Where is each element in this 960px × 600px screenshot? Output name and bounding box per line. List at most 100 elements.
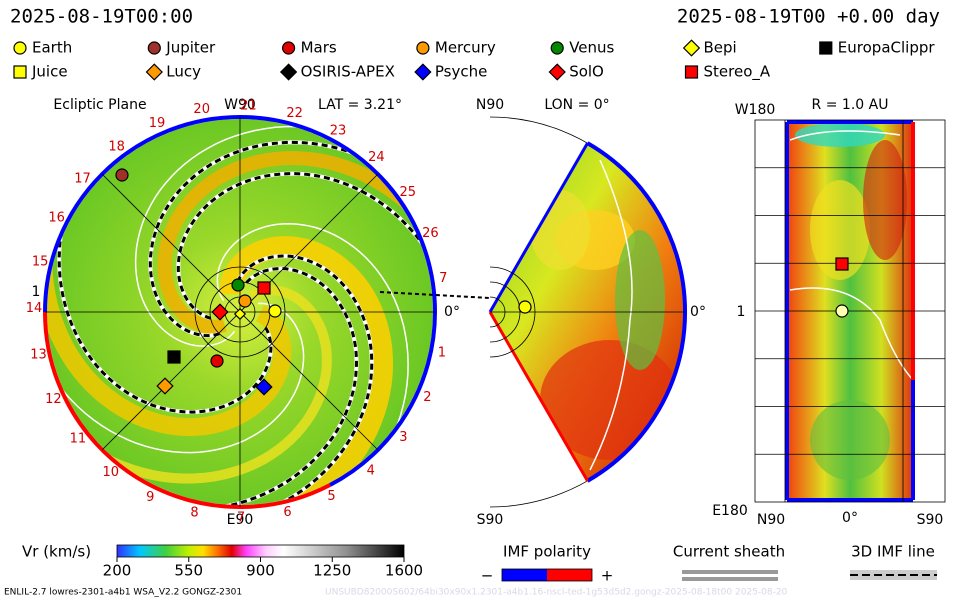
colorbar-tick-label: 900 [246, 562, 275, 580]
carrington-label: 21 [240, 99, 257, 114]
sector-boundary [173, 222, 409, 505]
body-marker [211, 303, 229, 321]
carrington-label: 4 [367, 464, 375, 479]
radial-panel: W180 R = 1.0 AU 1 E180 N90 0° S90 [712, 97, 946, 528]
carrington-label: 1 [438, 345, 446, 360]
imf-line [105, 254, 374, 505]
body-marker [238, 294, 252, 308]
longitude: LON = 0° [544, 97, 609, 113]
axis-label: S90 [917, 512, 944, 528]
body-marker [282, 41, 296, 55]
axis-label: W180 [735, 102, 776, 118]
body-marker [518, 300, 532, 314]
polarity-arc [239, 115, 438, 487]
imf-line [52, 267, 359, 505]
panel-title: Ecliptic Plane [53, 97, 146, 113]
legend-label: Venus [569, 39, 614, 57]
axis-label: N90 [476, 97, 504, 113]
sector-boundary [47, 127, 305, 454]
radius: R = 1.0 AU [812, 97, 889, 113]
legend-label: Bepi [704, 39, 737, 57]
colorbar-label: Vr (km/s) [22, 543, 91, 561]
colorbar-tick-label: 200 [103, 562, 132, 580]
colorbar-tick-label: 550 [174, 562, 203, 580]
body-marker [13, 65, 27, 79]
body-marker [231, 278, 245, 292]
legend-label: Mars [301, 39, 337, 57]
timestamp-offset: 2025-08-19T00 +0.00 day [677, 6, 940, 28]
body-marker [145, 63, 163, 81]
axis-label: 1 [737, 304, 746, 320]
imf-title: IMF polarity [503, 543, 591, 561]
body-marker [819, 41, 833, 55]
legend-label: Mercury [435, 39, 496, 57]
carrington-label: 22 [286, 106, 303, 121]
body-marker [279, 63, 298, 81]
legend-label: Psyche [435, 63, 487, 81]
stream-band [47, 238, 332, 484]
carrington-label: 15 [32, 254, 49, 269]
legend-label: EuropaClippr [838, 39, 936, 57]
timestamp: 2025-08-19T00:00 [10, 6, 193, 28]
axis-label: E180 [712, 503, 748, 519]
carrington-label: 24 [368, 150, 385, 165]
body-marker [548, 63, 566, 81]
latitude: LAT = 3.21° [318, 97, 402, 113]
carrington-label: 8 [190, 505, 198, 520]
imf-plus: + [601, 567, 614, 585]
imf-line [176, 172, 433, 420]
body-marker [156, 377, 174, 395]
axis-label: 0° [444, 304, 460, 320]
imf-bar [501, 568, 593, 582]
body-marker [684, 65, 699, 79]
imf-minus: − [481, 567, 494, 585]
carrington-label: 10 [103, 465, 120, 480]
legend-label: SolO [569, 63, 604, 81]
axis-label: N90 [757, 512, 785, 528]
axis-label: 0° [690, 304, 706, 320]
body-marker [233, 307, 247, 321]
carrington-label: 25 [399, 185, 416, 200]
body-marker [147, 41, 161, 55]
carrington-label: 7 [237, 510, 245, 525]
imf-line [148, 140, 433, 338]
legend-label: Earth [32, 39, 72, 57]
carrington-label: 19 [149, 116, 166, 131]
axis-label: E90 [227, 512, 254, 528]
body-marker [835, 257, 849, 271]
earth-connector [379, 291, 491, 299]
body-marker [210, 354, 224, 368]
polarity-arc [43, 311, 331, 509]
carrington-label: 2 [423, 390, 431, 405]
carrington-label: 16 [48, 211, 65, 226]
carrington-label: 17 [74, 172, 91, 187]
carrington-label: 14 [26, 301, 43, 316]
body-marker [115, 168, 129, 182]
legend-label: Stereo_A [704, 63, 771, 82]
body-marker [414, 63, 432, 81]
carrington-label: 23 [330, 123, 347, 138]
body-marker [257, 281, 271, 295]
body-marker [255, 378, 273, 396]
axis-label: 1 [32, 284, 41, 300]
imf-line-title: 3D IMF line [851, 543, 935, 561]
carrington-label: 18 [108, 140, 125, 155]
carrington-label: 11 [70, 432, 87, 447]
carrington-label: 3 [399, 430, 407, 445]
legend: Earth Jupiter Mars Mercury Venus Bepi EuropaCl… [13, 39, 936, 82]
body-marker [682, 39, 701, 57]
carrington-label: 13 [30, 347, 47, 362]
colorbar-tick-label: 1250 [313, 562, 351, 580]
colorbar [116, 544, 405, 558]
carrington-label: 26 [422, 226, 439, 241]
body-markers [115, 168, 849, 396]
body-marker [416, 41, 430, 55]
legend-label: OSIRIS-APEX [301, 63, 395, 81]
body-marker [550, 41, 564, 55]
axis-label: S90 [477, 512, 504, 528]
bottom-legends: Vr (km/s) IMF polarity − + Current sheat… [4, 543, 937, 598]
stream-band [56, 236, 394, 505]
footer-right: UNSUBD82000S602/64bi30x90x1.2301-a4b1.16… [325, 588, 788, 598]
